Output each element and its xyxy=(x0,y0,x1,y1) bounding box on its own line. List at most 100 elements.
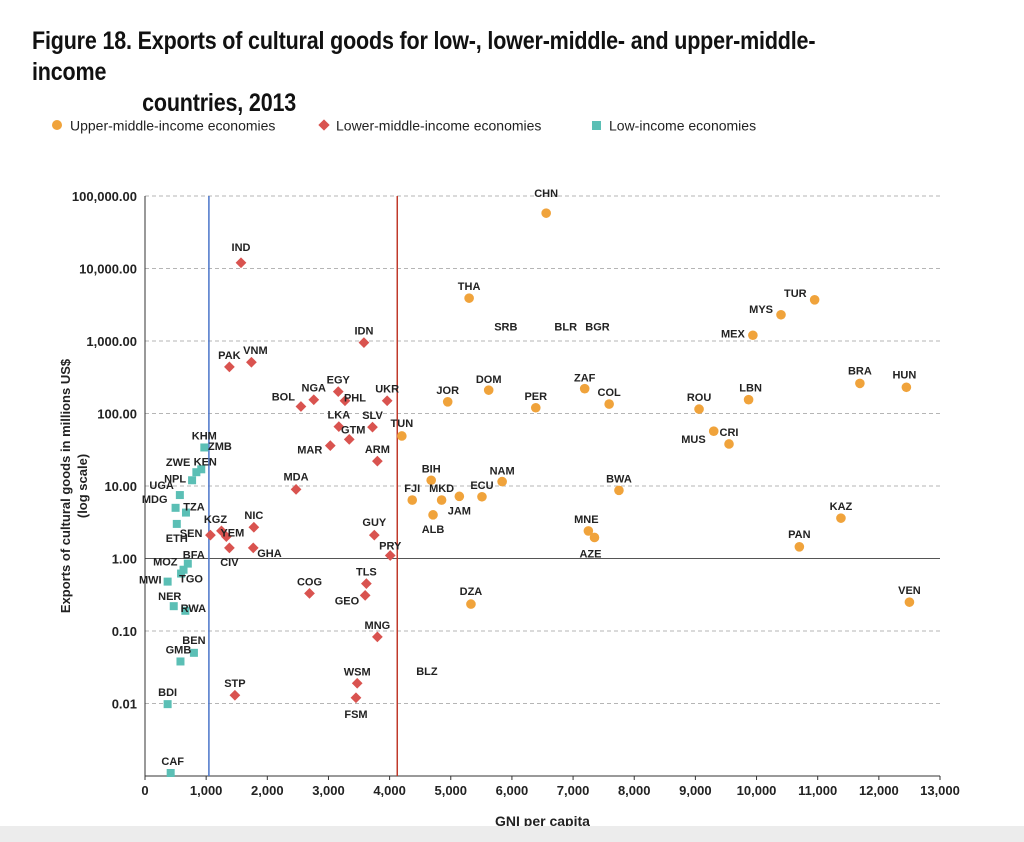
data-label-chn: CHN xyxy=(534,188,558,200)
x-tick-label: 11,000 xyxy=(798,783,837,798)
data-point-ukr xyxy=(381,395,393,407)
x-tick-label: 2,000 xyxy=(251,783,284,798)
data-point-tun xyxy=(397,431,407,441)
data-point-mdg xyxy=(171,503,180,512)
data-label-bfa: BFA xyxy=(183,550,205,562)
data-label-tun: TUN xyxy=(391,418,414,430)
data-label-arm: ARM xyxy=(365,444,390,456)
data-point-yem xyxy=(220,531,232,543)
x-tick-label: 13,000 xyxy=(920,783,960,798)
data-point-mng xyxy=(372,631,383,643)
data-label-bol: BOL xyxy=(272,391,296,403)
square-marker-icon xyxy=(592,120,601,130)
data-label-rou: ROU xyxy=(687,392,712,404)
data-label-mdg: MDG xyxy=(142,494,168,506)
data-label-dom: DOM xyxy=(476,374,502,386)
data-point-tur xyxy=(809,295,820,305)
x-tick-label: 8,000 xyxy=(618,783,651,798)
data-label-mex: MEX xyxy=(721,328,746,340)
x-tick-label: 4,000 xyxy=(373,783,406,798)
data-point-geo xyxy=(359,590,371,601)
data-point-tza xyxy=(181,508,190,517)
data-label-rwa: RWA xyxy=(181,603,207,615)
y-tick-label: 1,000.00 xyxy=(86,334,137,349)
data-point-pan xyxy=(794,542,805,552)
data-point-bwa xyxy=(614,485,624,496)
data-label-tgo: TGO xyxy=(179,574,203,586)
data-point-ner xyxy=(169,602,178,611)
data-label-kgz: KGZ xyxy=(204,514,228,526)
data-label-pan: PAN xyxy=(788,529,810,541)
legend-label: Low-income economies xyxy=(609,117,757,134)
data-point-aze xyxy=(589,532,600,543)
data-label-geo: GEO xyxy=(335,595,360,607)
data-label-ben: BEN xyxy=(182,635,205,647)
data-point-arm xyxy=(372,455,383,467)
data-label-phl: PHL xyxy=(344,393,366,405)
x-tick-label: 7,000 xyxy=(557,783,590,798)
data-label-tha: THA xyxy=(458,281,481,293)
data-point-ben xyxy=(189,648,198,657)
data-point-kaz xyxy=(836,513,846,523)
y-tick-label: 100.00 xyxy=(97,407,137,422)
data-label-bgr: BGR xyxy=(585,322,610,334)
data-label-hun: HUN xyxy=(892,369,916,381)
data-point-ecu xyxy=(477,491,487,502)
data-label-cri: CRI xyxy=(720,427,739,439)
data-point-guy xyxy=(368,529,380,541)
data-point-jor xyxy=(442,397,453,407)
data-point-rwa xyxy=(181,606,190,615)
data-label-mar: MAR xyxy=(297,445,322,457)
data-label-ecu: ECU xyxy=(470,480,493,492)
data-point-phl xyxy=(339,395,351,407)
data-point-dom xyxy=(483,385,494,395)
data-point-slv xyxy=(367,421,378,433)
data-label-ken: KEN xyxy=(194,456,217,468)
data-point-gtm xyxy=(343,433,355,445)
data-point-mar xyxy=(324,440,336,452)
data-label-mne: MNE xyxy=(574,514,598,526)
data-label-idn: IDN xyxy=(354,326,373,338)
data-point-ind xyxy=(235,257,247,269)
data-label-mus: MUS xyxy=(681,434,705,446)
data-point-lbn xyxy=(743,394,754,405)
data-point-npl xyxy=(188,476,197,485)
data-label-cog: COG xyxy=(297,576,322,588)
data-point-cri xyxy=(724,439,734,449)
legend: Upper-middle-income economies Lower-midd… xyxy=(52,116,832,138)
y-tick-label: 10,000.00 xyxy=(79,262,137,277)
data-point-mex xyxy=(748,330,758,341)
y-tick-label: 10.00 xyxy=(104,479,137,494)
data-point-fsm xyxy=(350,692,362,704)
data-point-rou xyxy=(694,404,704,414)
data-point-mda xyxy=(290,483,302,495)
data-label-zaf: ZAF xyxy=(574,373,596,385)
chart-title-line2: countries, 2013 xyxy=(142,89,297,117)
data-label-ven: VEN xyxy=(898,585,921,597)
chart-title-line1: Figure 18. Exports of cultural goods for… xyxy=(32,27,816,86)
page-footer-bar xyxy=(0,826,1024,842)
data-label-mys: MYS xyxy=(749,304,773,316)
data-label-col: COL xyxy=(598,387,622,399)
data-label-pry: PRY xyxy=(379,540,402,552)
y-axis-label-scale: (log scale) xyxy=(75,454,90,518)
data-point-cog xyxy=(304,588,315,599)
data-label-gmb: GMB xyxy=(166,644,192,656)
data-label-bwa: BWA xyxy=(606,473,632,485)
data-point-uga xyxy=(175,491,184,500)
data-point-bol xyxy=(295,401,307,412)
data-label-fsm: FSM xyxy=(344,709,367,721)
data-point-nga xyxy=(308,394,320,406)
data-label-kaz: KAZ xyxy=(830,501,853,513)
data-label-lbn: LBN xyxy=(739,383,762,395)
data-point-per xyxy=(530,402,541,413)
data-label-pak: PAK xyxy=(218,350,240,362)
data-label-lka: LKA xyxy=(328,410,351,422)
data-point-tls xyxy=(361,578,372,590)
legend-label: Upper-middle-income economies xyxy=(70,117,276,134)
x-tick-label: 5,000 xyxy=(434,783,467,798)
data-point-zaf xyxy=(579,383,590,394)
x-tick-label: 6,000 xyxy=(496,783,529,798)
data-label-bih: BIH xyxy=(422,463,441,475)
data-label-stp: STP xyxy=(224,678,245,690)
